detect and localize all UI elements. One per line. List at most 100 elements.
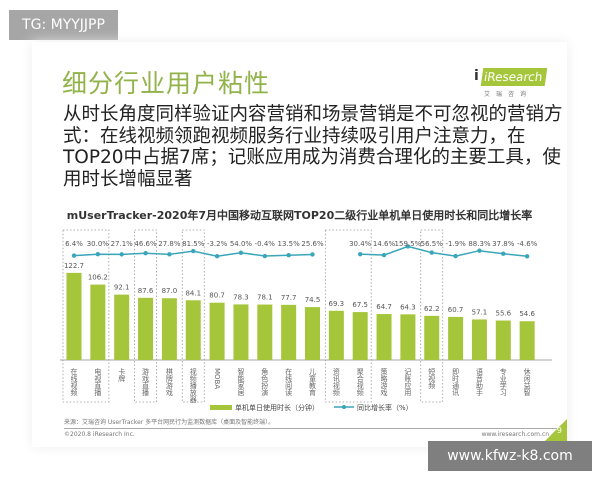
growth-point	[358, 251, 363, 257]
category-label: 卡牌	[118, 367, 126, 383]
growth-value-label: 37.8%	[492, 240, 515, 248]
legend-line-marker	[342, 405, 346, 409]
bar	[233, 304, 249, 360]
site-url: www.iresearch.com.cn	[481, 431, 549, 438]
bar	[66, 272, 82, 360]
bar	[90, 284, 106, 360]
growth-point	[95, 252, 101, 257]
category-label: 儿童教育	[309, 368, 317, 397]
iresearch-logo: i iResearch 艾瑞咨询	[472, 68, 556, 102]
growth-point	[524, 254, 530, 259]
growth-value-label: 54.0%	[230, 240, 253, 248]
slide: 细分行业用户粘性 i iResearch 艾瑞咨询 从时长角度同样验证内容营销和场…	[32, 42, 567, 447]
growth-value-label: 27.8%	[158, 240, 181, 248]
category-label: 视频播放器	[189, 367, 197, 404]
legend-line-label: 同比增长率（%）	[357, 403, 413, 412]
growth-value-label: -0.4%	[255, 240, 276, 248]
growth-point	[477, 248, 482, 253]
growth-value-label: 56.5%	[421, 240, 444, 248]
bar-value-label: 77.7	[281, 294, 297, 302]
growth-value-label: 88.3%	[468, 240, 491, 248]
category-label: 短视频	[428, 367, 436, 390]
bar	[114, 294, 130, 360]
category-label: 在线阅读	[285, 367, 293, 397]
legend-bar-swatch	[210, 405, 232, 410]
highlight-box	[181, 229, 205, 403]
category-label: 游戏直播	[142, 367, 150, 397]
bar-value-label: 54.6	[519, 310, 535, 318]
bar-value-label: 74.5	[305, 296, 321, 304]
bar	[138, 297, 154, 360]
growth-point	[167, 252, 172, 257]
bar-value-label: 62.2	[424, 305, 440, 313]
growth-point	[238, 250, 244, 255]
bar-value-label: 106.2	[88, 274, 108, 282]
legend-bar-label: 单机单日使用时长（分钟）	[235, 403, 319, 412]
growth-point	[501, 251, 506, 256]
growth-value-label: 25.6%	[301, 240, 324, 248]
bar-value-label: 64.3	[400, 303, 416, 311]
category-label: 资讯视频	[332, 367, 340, 397]
bar	[257, 304, 273, 360]
bar-value-label: 87.6	[138, 287, 154, 295]
growth-value-label: -4.6%	[517, 240, 538, 248]
category-label: 角色扮演	[261, 367, 269, 397]
bar	[352, 312, 368, 360]
category-label: 语音助手	[475, 367, 483, 397]
bar-value-label: 69.3	[329, 300, 345, 308]
growth-point	[262, 253, 267, 259]
category-label: 即时通讯	[452, 368, 460, 397]
category-label: 记账应用	[404, 368, 412, 397]
growth-value-label: 27.1%	[111, 240, 134, 248]
bar	[185, 300, 201, 360]
category-label: 专业学习	[499, 367, 507, 397]
bar	[161, 298, 177, 360]
category-label: 智能家居	[237, 367, 245, 397]
category-label: MOBA	[213, 368, 221, 389]
growth-value-label: -1.9%	[445, 240, 466, 248]
watermark-bottom: www.kfwz-k8.com	[428, 441, 592, 471]
bar-value-label: 78.1	[257, 294, 273, 302]
growth-point	[119, 252, 124, 257]
chart: 122.7 在线视频 106.2 电视直播 92.1 卡牌 87.6 游戏直播 87.0 棋牌游戏…	[60, 229, 552, 412]
highlight-box	[134, 229, 157, 403]
page-number: 9	[556, 426, 562, 435]
growth-point	[191, 248, 196, 254]
category-label: 策略游戏	[380, 367, 388, 397]
bar	[400, 314, 416, 360]
growth-point	[71, 253, 77, 258]
bar-value-label: 64.7	[376, 303, 392, 311]
bar-value-label: 80.7	[209, 292, 225, 300]
category-label: 电视直播	[94, 367, 102, 397]
bar	[495, 320, 511, 360]
growth-point	[310, 252, 315, 257]
slide-body-text: 从时长角度同样验证内容营销和场景营销是不可忽视的营销方式：在线视频领跑视频服务行…	[63, 104, 563, 190]
bar-value-label: 55.6	[496, 310, 512, 318]
bar-value-label: 57.1	[472, 308, 488, 316]
growth-line	[360, 245, 528, 258]
bar	[519, 321, 535, 360]
highlight-box	[420, 229, 444, 403]
bar-value-label: 84.1	[185, 289, 201, 297]
bar-value-label: 60.7	[448, 306, 464, 314]
growth-value-label: 14.6%	[373, 240, 396, 248]
growth-value-label: 13.5%	[278, 240, 301, 248]
growth-value-label: 30.0%	[87, 240, 110, 248]
bar	[471, 319, 487, 360]
growth-value-label: 46.6%	[134, 240, 157, 248]
bar	[328, 310, 344, 360]
slide-title: 细分行业用户粘性	[62, 69, 271, 98]
divider	[64, 428, 557, 429]
watermark-top: TG: MYYJJPP	[9, 10, 118, 40]
bar-value-label: 122.7	[64, 262, 84, 270]
growth-point	[429, 250, 434, 255]
growth-value-label: 81.5%	[182, 240, 205, 248]
growth-value-label: -3.2%	[207, 240, 228, 248]
growth-value-label: 159.5%	[395, 240, 422, 248]
growth-point	[286, 252, 291, 258]
bar	[424, 315, 440, 360]
category-label: 棋牌游戏	[165, 367, 173, 397]
bar	[305, 307, 320, 360]
copyright: ©2020.8 iResearch Inc.	[64, 431, 135, 438]
bar-value-label: 87.0	[162, 287, 178, 295]
